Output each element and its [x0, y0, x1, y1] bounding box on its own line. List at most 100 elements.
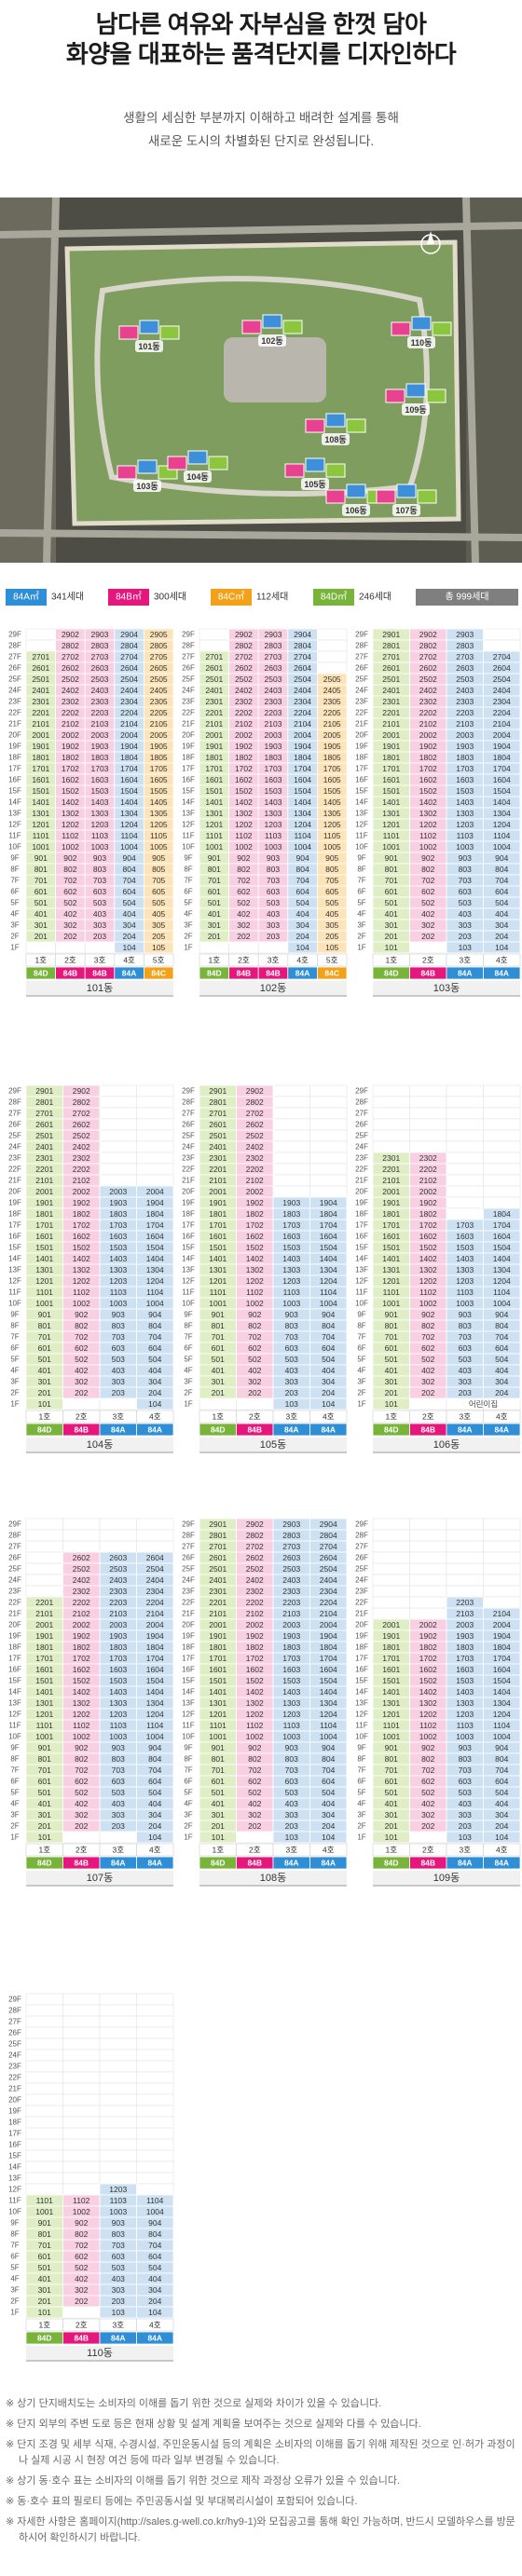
unit-number: 2601 [205, 663, 223, 673]
unit-number: 1502 [419, 1243, 437, 1252]
unit-number: 1001 [35, 1732, 53, 1741]
empty-cell [99, 2105, 137, 2118]
unit-number: 504 [322, 1788, 335, 1797]
unit-number: 2004 [320, 1620, 337, 1629]
unit-number: 105 [152, 943, 165, 952]
type-label: 84B [247, 1859, 262, 1868]
map-building-label: 102동 [261, 336, 282, 346]
line-label: 2호 [64, 956, 76, 965]
unit-number: 1504 [120, 786, 138, 796]
unit-number: 2404 [294, 686, 311, 695]
unit-number: 901 [38, 2218, 51, 2228]
unit-number: 1703 [109, 1220, 127, 1230]
line-label: 2호 [422, 1846, 434, 1855]
unit-number: 1602 [419, 1232, 437, 1241]
unit-number: 2104 [493, 1609, 511, 1618]
unit-number: 1004 [320, 1299, 337, 1308]
floor-label: 12F [182, 1711, 195, 1719]
unit-number: 903 [459, 853, 472, 863]
unit-number: 1203 [456, 820, 474, 829]
unit-number: 605 [325, 887, 338, 896]
floor-label: 25F [8, 2040, 21, 2049]
empty-cell [62, 2071, 101, 2084]
unit-number: 301 [38, 1810, 51, 1820]
unit-number: 901 [34, 853, 48, 863]
floor-label: 20F [8, 731, 21, 740]
unit-number: 1603 [265, 775, 282, 784]
unit-number: 2202 [246, 1598, 264, 1607]
empty-cell [483, 1596, 521, 1609]
unit-number: 305 [325, 920, 338, 930]
unit-number: 1504 [294, 786, 311, 796]
floor-label: 17F [8, 2130, 21, 2138]
unit-number: 902 [237, 853, 250, 863]
floor-label: 7F [357, 1766, 365, 1775]
unit-number: 2001 [35, 1620, 53, 1629]
unit-number: 804 [148, 1754, 161, 1764]
empty-cell [62, 2160, 101, 2174]
empty-cell [483, 628, 521, 641]
unit-number: 2603 [109, 1553, 127, 1562]
unit-number: 202 [75, 2297, 88, 2306]
empty-cell [309, 1129, 348, 1142]
empty-cell [372, 1585, 410, 1598]
unit-number: 2301 [35, 1153, 53, 1163]
unit-number: 1902 [62, 742, 79, 751]
unit-number: 1704 [146, 1220, 164, 1230]
unit-number: 2602 [62, 663, 79, 673]
unit-number: 104 [322, 1399, 335, 1409]
floor-label: 3F [357, 1378, 365, 1386]
empty-cell [446, 1574, 484, 1587]
floor-label: 11F [8, 1722, 21, 1730]
unit-number: 1404 [146, 1254, 164, 1263]
unit-number: 401 [385, 1366, 398, 1375]
empty-cell [136, 1529, 174, 1542]
unit-number: 202 [421, 932, 434, 941]
floor-label: 11F [8, 2197, 21, 2205]
unit-number: 401 [208, 909, 221, 919]
unit-number: 1901 [205, 742, 223, 751]
floor-label: 28F [182, 1532, 195, 1540]
unit-number: 2401 [35, 1142, 53, 1152]
unit-number: 301 [38, 2285, 51, 2295]
unit-number: 603 [459, 1777, 472, 1786]
unit-number: 1004 [294, 842, 311, 852]
empty-cell [446, 1163, 484, 1176]
empty-cell [25, 2082, 63, 2095]
subtitle: 생활의 세심한 부분까지 이해하고 배려한 설계를 통해 새로운 도시의 차별화… [0, 106, 522, 153]
unit-number: 1804 [146, 1642, 164, 1652]
empty-cell [25, 1529, 63, 1542]
unit-number: 403 [93, 909, 106, 919]
unit-number: 603 [112, 1777, 125, 1786]
unit-number: 601 [385, 1777, 398, 1786]
unit-number: 905 [152, 853, 165, 863]
unit-number: 2504 [294, 675, 311, 684]
unit-number: 1301 [382, 1698, 400, 1708]
floor-label: 29F [182, 1087, 195, 1096]
unit-number: 1104 [493, 1288, 511, 1297]
unit-number: 2401 [382, 686, 400, 695]
unit-number: 104 [495, 943, 508, 952]
unit-number: 603 [112, 1343, 125, 1353]
floor-label: 8F [10, 2230, 19, 2239]
floor-label: 1F [10, 1400, 19, 1409]
floor-label: 11F [182, 1722, 194, 1730]
unit-number: 1901 [382, 742, 400, 751]
unit-number: 2701 [32, 652, 49, 661]
unit-number: 203 [459, 1388, 472, 1397]
floor-label: 27F [182, 1543, 195, 1551]
note: ※ 자세한 사항은 홈페이지(http://sales.g-well.co.kr… [6, 2516, 515, 2543]
unit-number: 2001 [35, 1187, 53, 1196]
unit-number: 703 [112, 1332, 125, 1342]
unit-number: 401 [38, 1366, 51, 1375]
floor-label: 21F [355, 1610, 368, 1618]
unit-number: 1304 [146, 1265, 164, 1274]
unit-number: 1404 [320, 1254, 337, 1263]
unit-number: 2303 [456, 697, 474, 706]
unit-number: 2402 [73, 1575, 90, 1585]
line-label: 4호 [323, 1846, 335, 1855]
unit-number: 701 [385, 1332, 398, 1342]
building-name: 103동 [433, 983, 460, 994]
unit-number: 1104 [493, 831, 511, 840]
floor-label: 28F [355, 642, 368, 650]
